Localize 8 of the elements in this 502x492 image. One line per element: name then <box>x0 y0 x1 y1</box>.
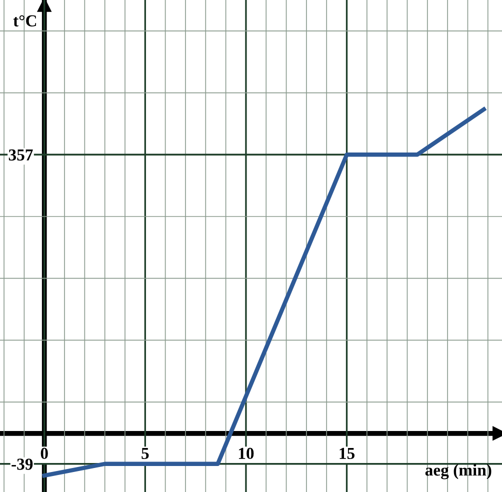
y-tick-label: -39 <box>12 458 33 470</box>
x-tick-label: 5 <box>142 448 149 460</box>
y-tick-label: 357 <box>8 149 33 161</box>
y-axis-title: t°C <box>13 15 36 26</box>
x-axis-title: aeg (min) <box>425 464 492 480</box>
x-tick-label: 0 <box>40 448 48 460</box>
x-tick-label: 15 <box>340 448 354 460</box>
x-tick-label: 10 <box>238 448 254 460</box>
